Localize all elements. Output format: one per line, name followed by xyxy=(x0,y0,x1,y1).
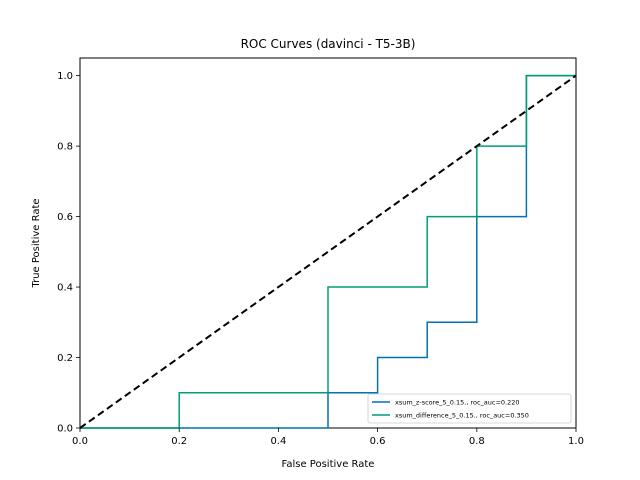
y-tick-label: 0.2 xyxy=(57,353,73,364)
legend-entry-difference: xsum_difference_5_0.15., roc_auc=0.350 xyxy=(395,412,529,420)
x-tick-label: 0.8 xyxy=(469,436,485,447)
y-tick-label: 0.6 xyxy=(57,212,73,223)
x-tick-label: 0.4 xyxy=(270,436,286,447)
series-line-1 xyxy=(80,74,576,429)
x-tick-label: 0.2 xyxy=(171,436,187,447)
plot-area: 0.0 0.2 0.4 0.6 0.8 1.0 0.0 0.2 0.4 0.6 0.8 1.0 xyxy=(57,57,584,447)
x-tick-label: 0.0 xyxy=(72,436,88,447)
y-tick-label: 0.8 xyxy=(57,142,73,153)
x-tick-label: 1.0 xyxy=(568,436,584,447)
x-axis-label: False Positive Rate xyxy=(282,459,375,470)
x-tick-label: 0.6 xyxy=(370,436,386,447)
series-line-0 xyxy=(80,74,576,429)
y-axis-ticks: 0.0 0.2 0.4 0.6 0.8 1.0 xyxy=(57,71,80,435)
legend: xsum_z-score_5_0.15., roc_auc=0.220 xsum… xyxy=(367,393,572,424)
y-tick-label: 0.4 xyxy=(57,283,73,294)
diagonal-reference-line xyxy=(79,74,577,429)
y-axis-label: True Positive Rate xyxy=(31,198,42,288)
series-group xyxy=(79,74,577,429)
legend-entry-z-score: xsum_z-score_5_0.15., roc_auc=0.220 xyxy=(395,399,520,407)
legend-box xyxy=(367,393,572,424)
y-tick-label: 1.0 xyxy=(57,71,73,82)
x-axis-ticks: 0.0 0.2 0.4 0.6 0.8 1.0 xyxy=(72,428,584,447)
chart-title: ROC Curves (davinci - T5-3B) xyxy=(241,37,416,51)
y-tick-label: 0.0 xyxy=(57,424,73,435)
